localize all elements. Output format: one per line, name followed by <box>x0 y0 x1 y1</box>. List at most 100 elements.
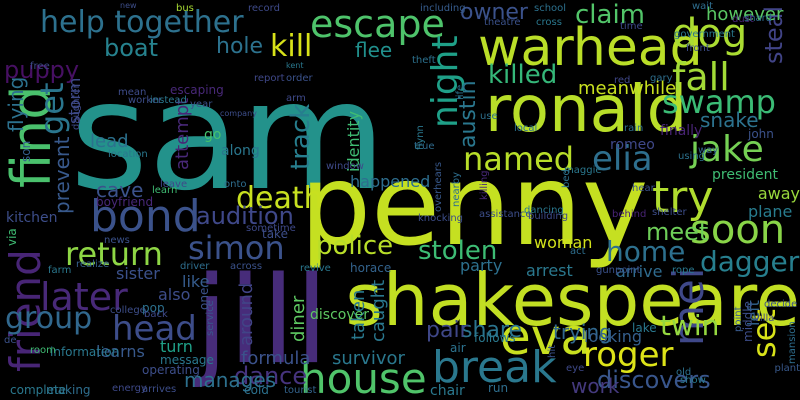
word: arm <box>286 93 306 104</box>
word: eva <box>500 308 591 366</box>
word: away <box>757 184 800 203</box>
word: college <box>110 305 146 316</box>
word: show <box>680 375 706 386</box>
word: point <box>733 306 744 332</box>
word: hear <box>632 183 655 194</box>
word: jill <box>195 252 329 391</box>
word: get <box>33 82 71 135</box>
word: rope <box>672 265 695 276</box>
word: behind <box>612 209 647 220</box>
word: trying <box>553 320 612 344</box>
word: lake <box>632 321 657 335</box>
word: chair <box>430 383 465 399</box>
word: killing <box>479 170 490 200</box>
word: diner <box>288 295 309 342</box>
word: realize <box>76 259 110 270</box>
word: soon <box>690 207 786 253</box>
word: bond <box>90 191 201 242</box>
word: claim <box>575 0 646 30</box>
word: plane <box>748 202 793 221</box>
word: theft <box>412 55 436 66</box>
word: prevent <box>50 136 74 214</box>
word: flying <box>4 76 28 132</box>
word: bus <box>176 3 194 14</box>
word: pair <box>426 318 469 343</box>
word: horace <box>350 261 392 275</box>
word: energy <box>112 383 147 394</box>
word: break <box>432 342 557 393</box>
word: bed <box>561 169 572 188</box>
word: along <box>221 143 260 159</box>
word: roger <box>583 335 674 375</box>
word: nearby <box>451 172 462 207</box>
word: home <box>606 235 686 268</box>
word: meet <box>646 218 709 246</box>
word: boyfriend <box>96 195 154 209</box>
word: around <box>236 282 257 346</box>
word: sam <box>70 50 387 224</box>
word: room <box>30 345 56 356</box>
word: meanwhile <box>578 78 677 99</box>
word: john <box>748 127 774 141</box>
word: hit <box>547 344 558 358</box>
word: penny <box>300 141 649 271</box>
word: take <box>262 227 288 241</box>
word: message <box>160 353 214 367</box>
word: manages <box>184 368 277 392</box>
word: time <box>620 21 643 32</box>
word: survivor <box>332 348 405 369</box>
word: happened <box>350 172 431 191</box>
word: assistance <box>479 209 532 220</box>
word: lead <box>90 131 129 152</box>
word: order <box>286 73 313 84</box>
word: arrive <box>616 262 663 281</box>
word: window <box>326 161 364 172</box>
word: maggie <box>564 165 602 176</box>
word: group <box>5 301 93 336</box>
word: son <box>19 140 33 162</box>
word: plant <box>774 363 800 374</box>
word: driver <box>180 261 210 272</box>
word: making <box>46 383 91 397</box>
word: report <box>254 73 285 84</box>
word: simon <box>188 229 285 267</box>
word: eye <box>566 363 585 374</box>
word: dog <box>672 11 748 57</box>
word: discover <box>310 307 369 323</box>
word: front <box>686 43 710 54</box>
word: police <box>316 231 394 261</box>
word: owner <box>460 0 528 25</box>
word: caught <box>368 279 389 342</box>
word: way <box>698 145 719 156</box>
word: instead <box>150 95 187 106</box>
word: daughter <box>71 84 82 130</box>
word: turn <box>160 337 193 356</box>
word: act <box>570 246 586 257</box>
word: tourist <box>284 385 317 396</box>
word: snake <box>700 108 759 132</box>
word: boat <box>104 34 159 62</box>
word: sometime <box>246 223 296 234</box>
word: complete <box>10 383 67 397</box>
word: warhead <box>478 18 703 78</box>
word: revive <box>300 263 331 274</box>
word: learns <box>96 342 145 361</box>
word: swamp <box>662 83 776 121</box>
word: escape <box>310 2 445 46</box>
word: dance <box>234 362 308 390</box>
word: gunpoint <box>596 265 641 276</box>
word: cold <box>244 383 269 397</box>
word: year <box>190 99 213 110</box>
word: pop <box>142 301 165 315</box>
word: woman <box>534 233 593 252</box>
word: across <box>230 261 263 272</box>
word: dagger <box>700 245 800 278</box>
word: twin <box>660 309 720 342</box>
word: flynn <box>415 125 426 150</box>
word: shelter <box>652 207 687 218</box>
word: free <box>30 61 50 72</box>
word: romeo <box>610 137 655 153</box>
word: arrives <box>142 384 177 395</box>
word: overhears <box>433 161 444 212</box>
